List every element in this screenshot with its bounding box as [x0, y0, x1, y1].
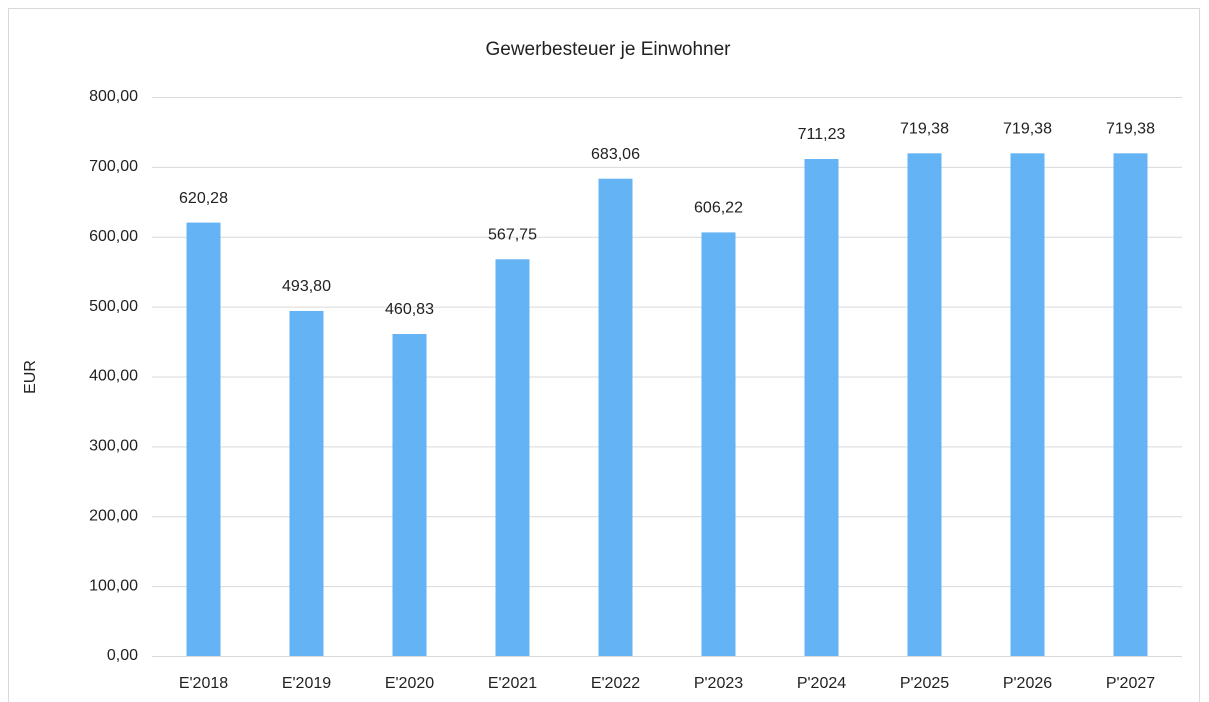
- y-tick-label: 500,00: [89, 298, 138, 315]
- y-tick-label: 800,00: [89, 88, 138, 105]
- x-tick-label: E'2020: [385, 675, 434, 692]
- bar: [701, 232, 736, 656]
- data-label: 460,83: [385, 301, 434, 318]
- x-tick-label: E'2022: [591, 675, 640, 692]
- bar: [392, 333, 427, 656]
- data-label: 606,22: [694, 200, 743, 217]
- data-label: 683,06: [591, 146, 640, 163]
- bar: [495, 259, 530, 656]
- x-tick-label: P'2023: [694, 675, 743, 692]
- bar: [1113, 153, 1148, 656]
- y-tick-label: 600,00: [89, 228, 138, 245]
- data-label: 620,28: [179, 190, 228, 207]
- y-tick-label: 0,00: [107, 647, 138, 664]
- data-label: 567,75: [488, 227, 537, 244]
- bar: [289, 310, 324, 656]
- y-tick-label: 200,00: [89, 507, 138, 524]
- bar: [186, 222, 221, 656]
- x-tick-label: P'2026: [1003, 675, 1052, 692]
- x-tick-label: E'2021: [488, 675, 537, 692]
- y-tick-label: 400,00: [89, 368, 138, 385]
- bar: [1010, 153, 1045, 656]
- data-label: 493,80: [282, 278, 331, 295]
- x-tick-label: E'2019: [282, 675, 331, 692]
- y-tick-label: 700,00: [89, 158, 138, 175]
- data-label: 719,38: [1106, 121, 1155, 138]
- y-axis-label: EUR: [22, 360, 39, 394]
- y-tick-label: 100,00: [89, 577, 138, 594]
- x-tick-label: E'2018: [179, 675, 228, 692]
- bar: [907, 153, 942, 656]
- bar: [804, 159, 839, 657]
- x-tick-label: P'2027: [1106, 675, 1155, 692]
- y-tick-label: 300,00: [89, 438, 138, 455]
- data-label: 711,23: [798, 126, 846, 143]
- chart-title: Gewerbesteuer je Einwohner: [485, 39, 731, 60]
- x-tick-label: P'2024: [797, 675, 846, 692]
- x-tick-label: P'2025: [900, 675, 949, 692]
- data-label: 719,38: [1003, 121, 1052, 138]
- data-label: 719,38: [900, 121, 949, 138]
- bar: [598, 178, 633, 656]
